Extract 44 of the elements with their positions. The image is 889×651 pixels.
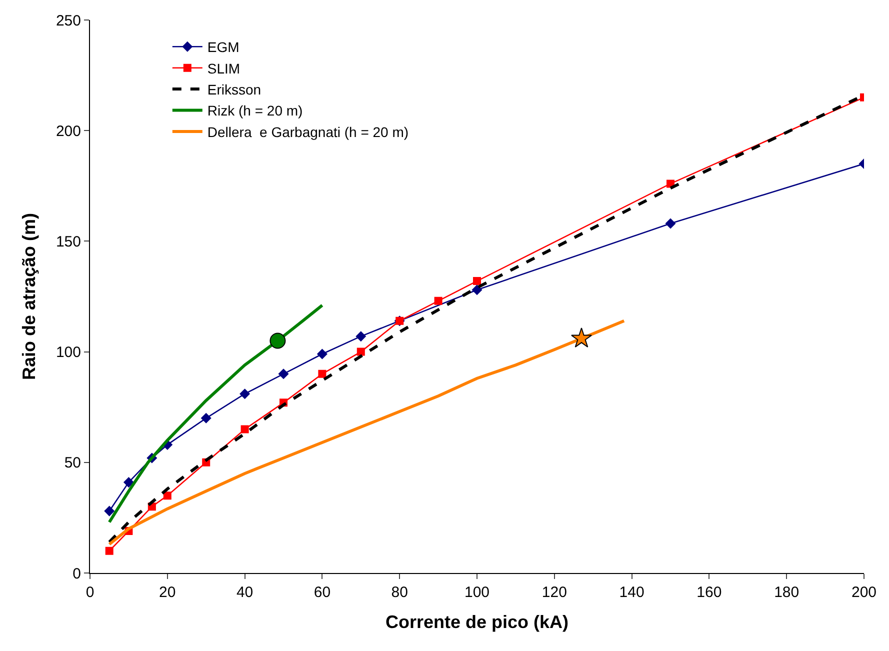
point — [472, 284, 482, 295]
y-tick-label: 150 — [56, 233, 81, 250]
point — [318, 370, 326, 378]
x-tick-label: 120 — [542, 584, 567, 601]
y-tick-label: 200 — [56, 122, 81, 140]
point — [356, 331, 366, 342]
point — [278, 368, 289, 379]
line-series — [108, 319, 626, 546]
legend-label: Dellera e Garbagnati (h = 20 m) — [207, 124, 409, 140]
x-axis-title: Corrente de pico (kA) — [385, 612, 569, 632]
x-tick-label: 180 — [774, 584, 800, 601]
x-tick-label: 40 — [236, 584, 254, 601]
point — [240, 388, 250, 399]
point — [201, 413, 212, 424]
x-tick-label: 60 — [314, 584, 331, 601]
y-tick-label: 100 — [56, 344, 81, 362]
y-tick-label: 0 — [72, 565, 81, 582]
point — [124, 477, 134, 488]
legend-label: Rizk (h = 20 m) — [207, 102, 303, 119]
x-tick-label: 20 — [159, 584, 176, 601]
y-tick-label: 50 — [64, 454, 81, 472]
point — [571, 328, 592, 348]
point — [356, 348, 365, 356]
point — [317, 348, 328, 360]
point — [104, 506, 114, 516]
point — [163, 492, 172, 500]
point — [434, 296, 442, 305]
y-axis-title: Raio de atração (m) — [19, 212, 40, 380]
x-tick-label: 200 — [851, 584, 877, 601]
line-series — [108, 304, 324, 524]
x-tick-label: 100 — [464, 584, 490, 601]
point — [665, 218, 676, 229]
legend-label: SLIM — [207, 60, 240, 76]
x-tick-label: 160 — [696, 584, 722, 601]
x-tick-label: 140 — [619, 584, 644, 601]
point — [105, 546, 114, 555]
point — [473, 277, 481, 286]
y-tick-label: 250 — [56, 12, 81, 30]
legend-label: Eriksson — [207, 82, 262, 98]
x-tick-label: 0 — [86, 584, 94, 601]
point — [270, 332, 286, 349]
legend-label: EGM — [207, 39, 240, 56]
point — [240, 425, 249, 434]
x-tick-label: 80 — [391, 584, 408, 601]
